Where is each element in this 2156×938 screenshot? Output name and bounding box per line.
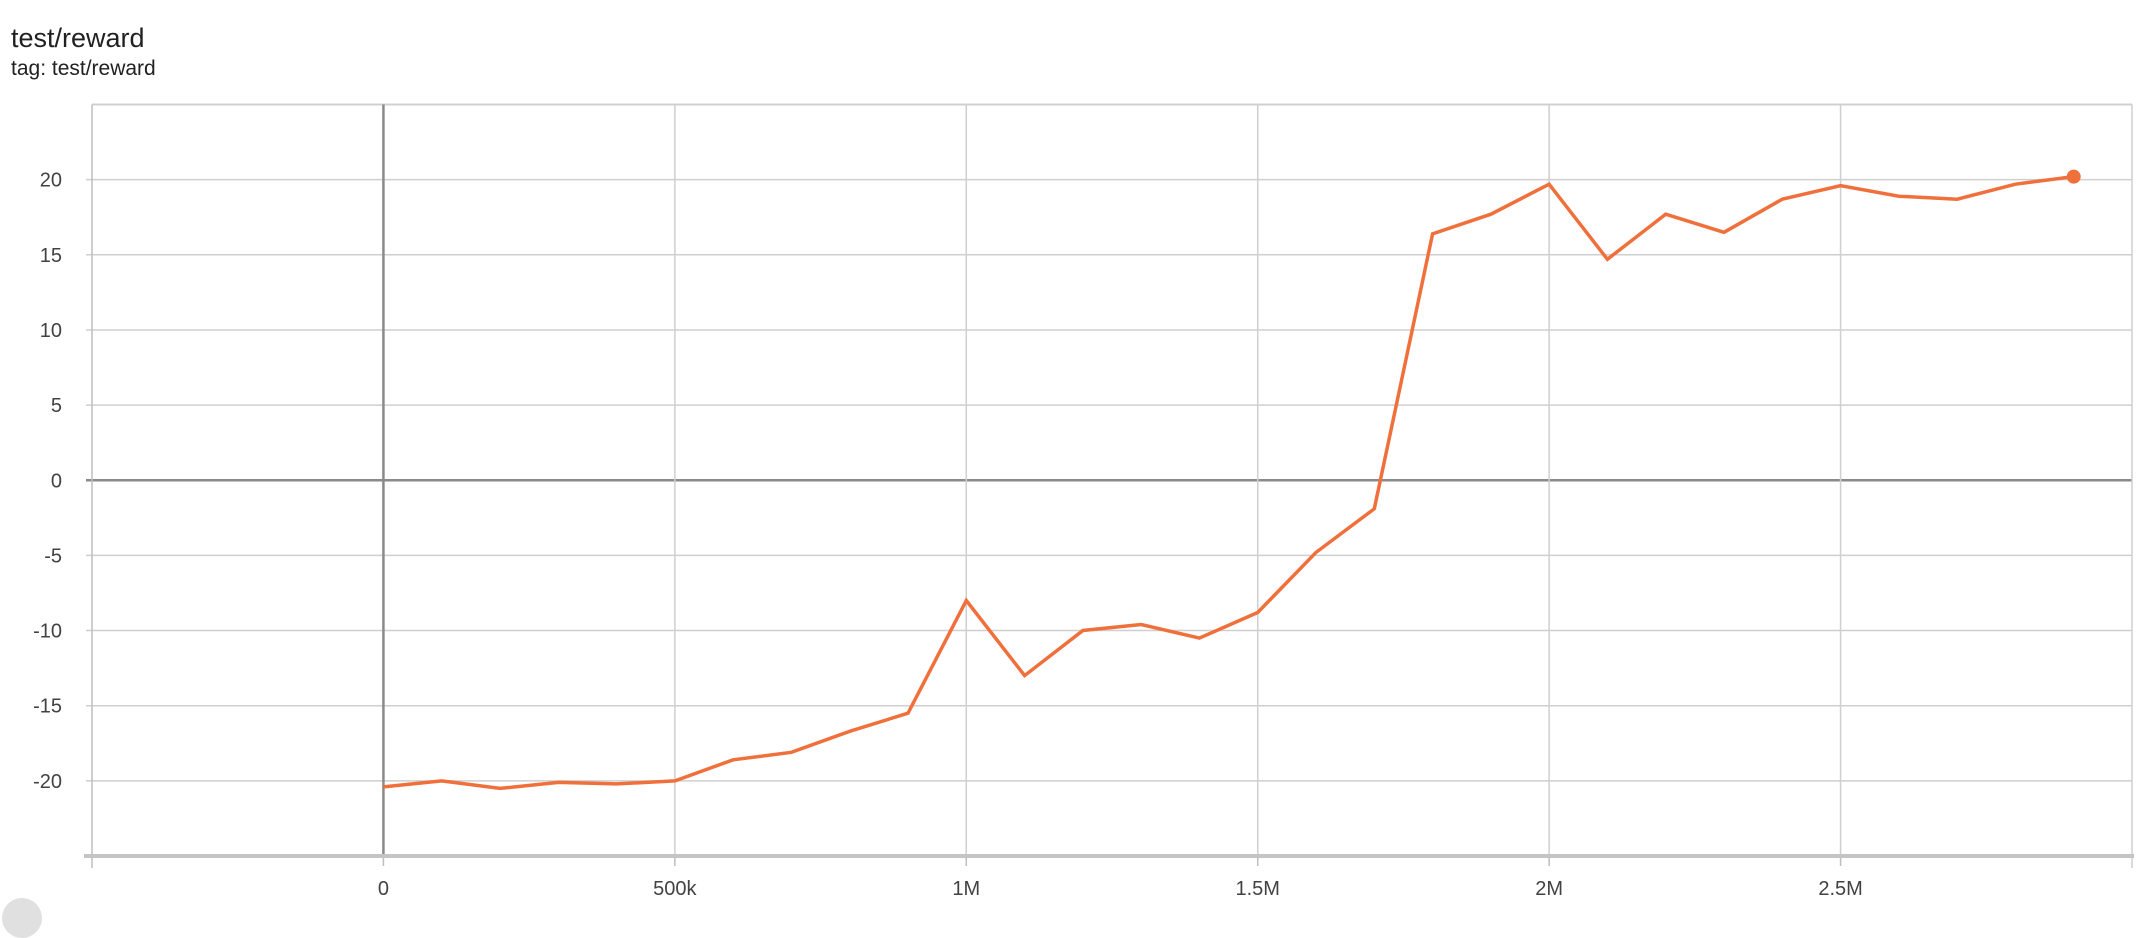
line-chart[interactable]: -20 -15 -10 -5 0 5 10 15 20 0 500k 1M 1.5M 2M 2.5M <box>0 0 2156 912</box>
y-axis-labels: -20 -15 -10 -5 0 5 10 15 20 <box>33 170 62 793</box>
y-tick-label: 15 <box>40 245 62 267</box>
series-layer <box>383 169 2081 791</box>
x-tick-label: 2.5M <box>1818 878 1862 900</box>
y-tick-label: -20 <box>33 771 62 793</box>
y-tick-label: 0 <box>51 470 62 492</box>
y-tick-label: -5 <box>44 545 62 567</box>
x-tick-label: 500k <box>653 878 697 900</box>
y-tick-label: 5 <box>51 395 62 417</box>
y-tick-label: 20 <box>40 170 62 192</box>
chart-action-button[interactable] <box>2 898 42 938</box>
x-axis-labels: 0 500k 1M 1.5M 2M 2.5M <box>378 878 1863 900</box>
y-tick-label: 10 <box>40 320 62 342</box>
x-tick-label: 0 <box>378 878 389 900</box>
x-tick-label: 1.5M <box>1235 878 1279 900</box>
last-data-point <box>2066 169 2081 184</box>
y-tick-label: -15 <box>33 696 62 718</box>
y-tick-label: -10 <box>33 621 62 643</box>
chart-title: test/reward <box>11 23 145 53</box>
chart-tag: tag: test/reward <box>11 57 156 80</box>
series-line <box>383 174 2074 791</box>
x-tick-label: 1M <box>952 878 980 900</box>
axes <box>84 104 2134 868</box>
grid <box>86 103 2132 856</box>
x-tick-label: 2M <box>1535 878 1563 900</box>
